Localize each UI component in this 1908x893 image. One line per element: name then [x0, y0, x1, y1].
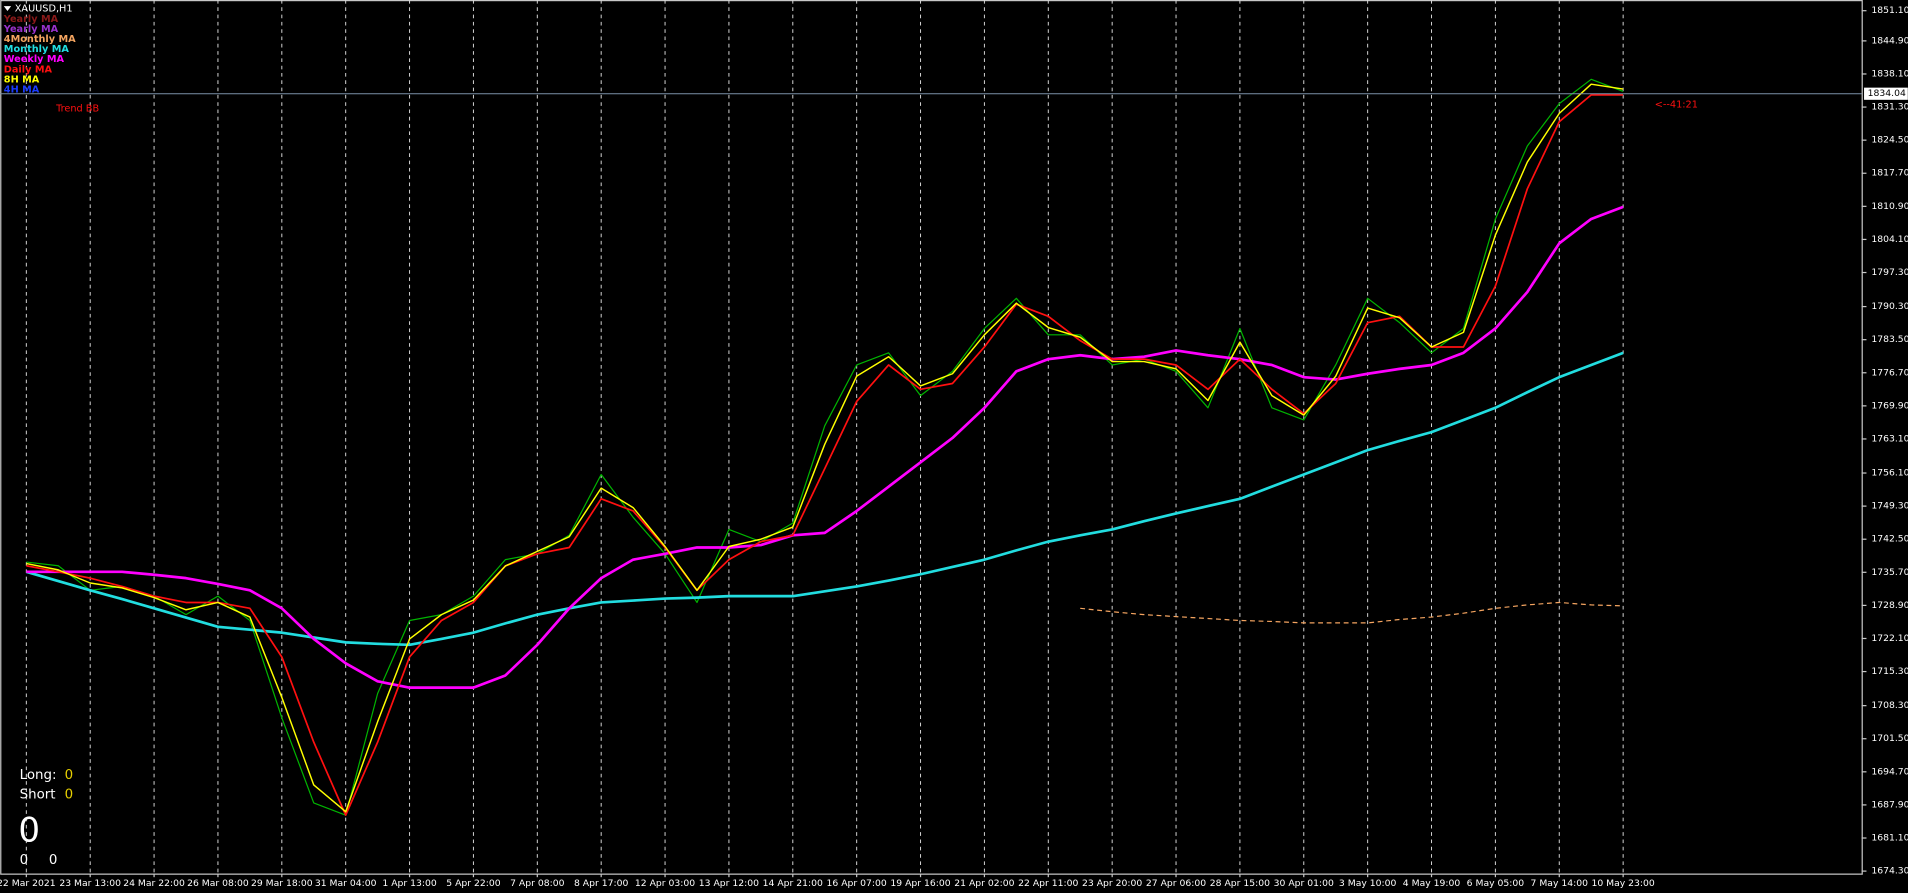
- y-tick-label: 1763.10: [1871, 433, 1908, 444]
- x-tick-label: 21 Apr 02:00: [954, 878, 1014, 889]
- legend-entry: Daily MA: [4, 64, 53, 75]
- y-tick-label: 1735.70: [1871, 567, 1908, 578]
- x-tick-label: 26 Mar 08:00: [187, 878, 249, 889]
- x-tick-label: 22 Apr 11:00: [1018, 878, 1078, 889]
- y-tick-label: 1687.90: [1871, 799, 1908, 810]
- y-tick-label: 1824.50: [1871, 135, 1908, 146]
- x-tick-label: 5 Apr 22:00: [446, 878, 500, 889]
- legend-entry: 8H MA: [4, 74, 40, 85]
- legend-entry: Yearly MA: [3, 24, 59, 35]
- x-tick-label: 27 Apr 06:00: [1146, 878, 1206, 889]
- ma-line: [26, 205, 1624, 689]
- x-tick-label: 6 May 05:00: [1467, 878, 1525, 889]
- legend-entry: Monthly MA: [4, 44, 70, 55]
- y-tick-label: 1722.10: [1871, 633, 1908, 644]
- y-tick-label: 1790.30: [1871, 301, 1908, 312]
- y-tick-label: 1797.30: [1871, 267, 1908, 278]
- x-tick-label: 8 Apr 17:00: [574, 878, 628, 889]
- y-tick-label: 1810.90: [1871, 201, 1908, 212]
- ma-line: [26, 94, 1624, 816]
- x-tick-label: 23 Apr 20:00: [1082, 878, 1142, 889]
- y-tick-label: 1715.30: [1871, 666, 1908, 677]
- short-value: 0: [65, 787, 74, 802]
- y-tick-label: 1804.10: [1871, 234, 1908, 245]
- y-tick-label: 1756.10: [1871, 468, 1908, 479]
- indicator-label: Trend BB: [55, 103, 99, 114]
- x-tick-label: 31 Mar 04:00: [315, 878, 377, 889]
- x-tick-label: 23 Mar 13:00: [59, 878, 121, 889]
- legend-entry: Yearly MA: [3, 14, 59, 25]
- y-tick-label: 1674.30: [1871, 866, 1908, 877]
- x-tick-label: 30 Apr 01:00: [1274, 878, 1334, 889]
- y-tick-label: 1783.50: [1871, 334, 1908, 345]
- y-tick-label: 1838.10: [1871, 68, 1908, 79]
- x-tick-label: 13 Apr 12:00: [699, 878, 759, 889]
- chart-title: XAUUSD,H1: [15, 4, 73, 15]
- x-tick-label: 3 May 10:00: [1339, 878, 1397, 889]
- x-tick-label: 16 Apr 07:00: [827, 878, 887, 889]
- y-tick-label: 1728.90: [1871, 600, 1908, 611]
- y-tick-label: 1851.10: [1871, 5, 1908, 16]
- countdown: <--41:21: [1655, 100, 1698, 111]
- legend-entry: 4Monthly MA: [4, 34, 76, 45]
- x-tick-label: 4 May 19:00: [1403, 878, 1461, 889]
- y-tick-label: 1769.90: [1871, 400, 1908, 411]
- y-tick-label: 1831.30: [1871, 102, 1908, 113]
- current-price-box: [1864, 87, 1908, 100]
- x-tick-label: 19 Apr 16:00: [890, 878, 950, 889]
- y-tick-label: 1844.90: [1871, 35, 1908, 46]
- ma-line: [25, 351, 1624, 647]
- lines: [0, 78, 1862, 816]
- overlay: XAUUSD,H1 Trend BB <--41:21 Long: 0 Shor…: [3, 4, 1698, 869]
- ma-line: [26, 83, 1624, 813]
- x-tick-label: 1 Apr 13:00: [382, 878, 436, 889]
- y-tick-label: 1701.50: [1871, 733, 1908, 744]
- left-value: 0: [20, 853, 29, 868]
- right-value: 0: [49, 853, 58, 868]
- legend-entry: 4H MA: [4, 85, 40, 96]
- y-tick-label: 1776.70: [1871, 367, 1908, 378]
- x-tick-label: 22 Mar 2021: [0, 878, 56, 889]
- ma-line: [1080, 601, 1624, 624]
- legend-entry: Weekly MA: [4, 54, 65, 65]
- x-tick-label: 24 Mar 22:00: [123, 878, 185, 889]
- y-tick-label: 1749.30: [1871, 501, 1908, 512]
- long-label: Long:: [20, 768, 57, 783]
- current-price-label: 1834.04: [1868, 88, 1906, 99]
- x-tick-label: 7 May 14:00: [1531, 878, 1589, 889]
- x-tick-label: 7 Apr 08:00: [510, 878, 564, 889]
- plot-frame: [0, 0, 1863, 875]
- x-tick-label: 28 Apr 15:00: [1210, 878, 1270, 889]
- x-tick-label: 14 Apr 21:00: [763, 878, 823, 889]
- y-tick-label: 1817.70: [1871, 168, 1908, 179]
- y-tick-label: 1708.30: [1871, 700, 1908, 711]
- axis: 22 Mar 2021 23 Mar 13:00 24 Mar 22:00 26 Ma…: [0, 5, 1908, 889]
- x-tick-label: 12 Apr 03:00: [635, 878, 695, 889]
- total-value: 0: [18, 811, 40, 851]
- x-tick-label: 29 Mar 18:00: [251, 878, 313, 889]
- menu-triangle: [3, 6, 12, 11]
- short-label: Short: [20, 787, 56, 802]
- long-value: 0: [65, 768, 74, 783]
- y-tick-label: 1694.70: [1871, 766, 1908, 777]
- price-line: [26, 78, 1624, 816]
- x-tick-label: 10 May 23:00: [1591, 878, 1654, 889]
- y-tick-label: 1681.10: [1871, 833, 1908, 844]
- y-tick-label: 1742.50: [1871, 534, 1908, 545]
